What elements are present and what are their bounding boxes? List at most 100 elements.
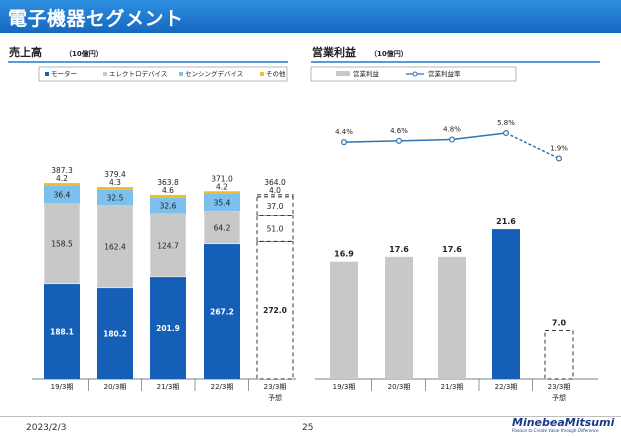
margin-point-0 xyxy=(341,139,348,146)
income-legend-swatch-marker xyxy=(412,71,418,77)
sales-legend-label-electro: エレクトロデバイス xyxy=(109,69,167,78)
sales-label-sensing-2: 32.6 xyxy=(160,201,177,210)
sales-x-tick-4: 23/3期 xyxy=(264,383,287,391)
charts-canvas: 売上高 （10億円） モーター エレクトロデバイス センシングデバイス その他 188.1 1… xyxy=(8,45,600,402)
income-bar-4 xyxy=(544,329,574,380)
sales-bar-other-1 xyxy=(97,187,133,190)
margin-line-segment-0 xyxy=(343,140,400,143)
sales-label-total-0: 387.3 xyxy=(51,166,73,175)
sales-label-other-0: 4.2 xyxy=(56,174,68,183)
sales-legend-label-motor: モーター xyxy=(51,69,77,78)
income-bar-2 xyxy=(438,256,466,379)
margin-label-0: 4.4% xyxy=(335,128,353,136)
income-x-tick-4: 23/3期 xyxy=(548,383,571,391)
sales-bar-electro-2 xyxy=(149,213,187,278)
margin-point-4 xyxy=(555,155,562,162)
page-number: 25 xyxy=(302,423,314,433)
income-x-tick-1: 20/3期 xyxy=(388,383,411,391)
income-bar-label-0: 16.9 xyxy=(334,250,354,259)
income-x-tick-3: 22/3期 xyxy=(495,383,518,391)
sales-label-sensing-4: 37.0 xyxy=(267,202,284,211)
sales-x-tick-2: 21/3期 xyxy=(157,383,180,391)
logo-wordmark: MinebeaMitsumi xyxy=(512,416,615,429)
footer-divider xyxy=(0,416,621,417)
sales-bar-motor-2 xyxy=(150,276,186,379)
margin-line-segment-1 xyxy=(398,138,453,142)
sales-label-other-2: 4.6 xyxy=(162,186,174,195)
sales-bar-other-0 xyxy=(44,183,80,186)
sales-bar-sensing-0 xyxy=(44,185,80,204)
sales-bar-motor-4 xyxy=(256,240,294,380)
income-forecast-label: 予想 xyxy=(552,393,566,402)
margin-point-2 xyxy=(449,136,456,143)
sales-legend-swatch-electro xyxy=(103,72,107,76)
income-legend-label-line: 営業利益率 xyxy=(428,69,461,78)
income-bar-0 xyxy=(330,261,358,379)
sales-label-total-1: 379.4 xyxy=(104,170,126,179)
sales-label-total-2: 363.8 xyxy=(157,178,179,187)
sales-legend-label-other: その他 xyxy=(266,69,286,78)
income-bar-1 xyxy=(385,256,413,379)
sales-chart-unit: （10億円） xyxy=(65,49,103,58)
sales-label-motor-0: 188.1 xyxy=(50,327,74,336)
income-x-tick-2: 21/3期 xyxy=(441,383,464,391)
margin-label-3: 5.8% xyxy=(497,119,515,127)
sales-bar-other-3 xyxy=(204,191,240,194)
sales-legend-swatch-other xyxy=(260,72,264,76)
margin-label-4: 1.9% xyxy=(550,145,568,153)
margin-line-segment-2 xyxy=(451,132,507,141)
company-logo: MinebeaMitsumi Passion to Create Value t… xyxy=(512,416,614,433)
sales-x-tick-0: 19/3期 xyxy=(51,383,74,391)
income-legend-label-bar: 営業利益 xyxy=(353,69,380,78)
sales-label-other-3: 4.2 xyxy=(216,182,228,191)
income-x-tick-0: 19/3期 xyxy=(333,383,356,391)
sales-label-electro-3: 64.2 xyxy=(214,224,231,233)
sales-legend-label-sensing: センシングデバイス xyxy=(185,69,243,78)
sales-label-sensing-3: 35.4 xyxy=(214,198,231,207)
sales-bar-electro-0 xyxy=(43,203,81,285)
sales-x-tick-3: 22/3期 xyxy=(211,383,234,391)
margin-point-3 xyxy=(503,129,510,136)
sales-label-other-1: 4.3 xyxy=(109,178,121,187)
income-chart-title: 営業利益 xyxy=(312,45,356,59)
sales-label-total-3: 371.0 xyxy=(211,174,233,183)
sales-bar-sensing-3 xyxy=(204,193,240,212)
sales-label-motor-3: 267.2 xyxy=(210,307,234,316)
income-bar-label-3: 21.6 xyxy=(496,217,516,226)
income-chart-unit: （10億円） xyxy=(370,49,408,58)
sales-bar-sensing-2 xyxy=(150,197,186,214)
sales-bar-other-2 xyxy=(150,194,186,198)
sales-label-bg-motor-3 xyxy=(208,305,236,317)
sales-label-electro-1: 162.4 xyxy=(104,243,126,252)
sales-label-sensing-1: 32.5 xyxy=(107,193,124,202)
sales-label-other-4: 4.0 xyxy=(269,186,281,195)
income-bar-label-4: 7.0 xyxy=(552,318,567,327)
income-legend-swatch-bar xyxy=(336,71,350,76)
page-title: 電子機器セグメント xyxy=(8,8,184,30)
footer-date: 2023/2/3 xyxy=(26,423,67,433)
sales-chart-title: 売上高 xyxy=(9,45,42,59)
margin-label-2: 4.8% xyxy=(443,126,461,134)
margin-label-1: 4.6% xyxy=(390,127,408,135)
sales-label-motor-4: 272.0 xyxy=(263,306,287,315)
sales-bar-sensing-1 xyxy=(97,189,133,206)
margin-point-1 xyxy=(396,137,403,144)
sales-label-electro-4: 51.0 xyxy=(267,224,284,233)
logo-tagline: Passion to Create Value through Differen… xyxy=(512,428,599,433)
sales-label-electro-2: 124.7 xyxy=(157,241,179,250)
sales-label-motor-1: 180.2 xyxy=(103,329,127,338)
income-bar-label-2: 17.6 xyxy=(442,245,462,254)
header-bar: 電子機器セグメント xyxy=(0,0,621,33)
income-bar-3 xyxy=(492,229,520,379)
sales-label-total-4: 364.0 xyxy=(264,178,286,187)
sales-x-tick-1: 20/3期 xyxy=(104,383,127,391)
sales-legend-swatch-motor xyxy=(45,72,49,76)
sales-legend-box xyxy=(38,66,288,82)
sales-bar-other-4 xyxy=(256,194,294,198)
sales-legend-swatch-sensing xyxy=(179,72,183,76)
sales-forecast-label: 予想 xyxy=(268,393,282,402)
sales-label-electro-0: 158.5 xyxy=(51,240,73,249)
income-bar-label-1: 17.6 xyxy=(389,245,409,254)
sales-bar-motor-1 xyxy=(97,287,133,379)
sales-label-motor-2: 201.9 xyxy=(156,324,180,333)
